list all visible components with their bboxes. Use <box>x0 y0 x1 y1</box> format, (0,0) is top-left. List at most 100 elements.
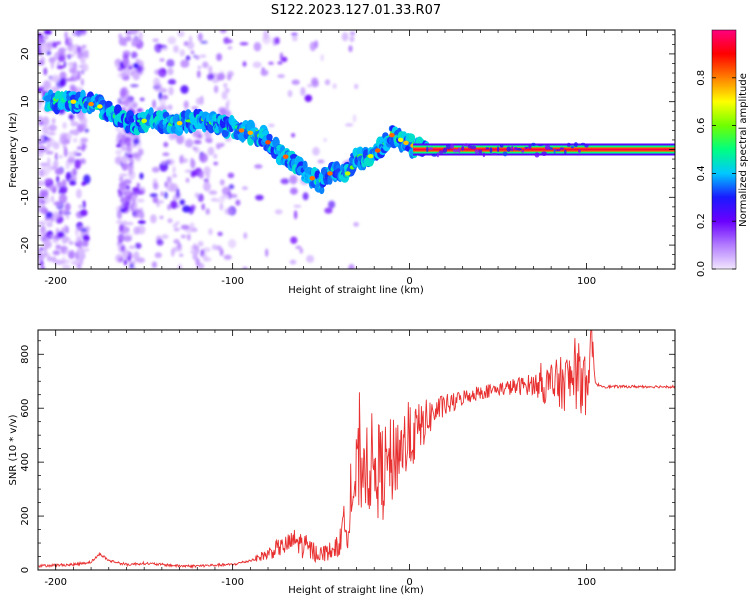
heatmap-noise-blob <box>127 164 134 171</box>
heatmap-noise-blob <box>291 79 300 85</box>
heatmap-noise-blob <box>38 180 45 187</box>
heatmap-noise-blob <box>44 196 50 204</box>
heatmap-noise-blob <box>166 59 175 68</box>
heatmap-noise-blob <box>153 182 159 190</box>
heatmap-noise-blob <box>57 181 63 188</box>
heatmap-noise-blob <box>78 239 83 249</box>
colorbar-tick-label: 0.8 <box>696 70 707 86</box>
heatmap-noise-blob <box>212 79 219 83</box>
heatmap-noise-blob <box>122 57 130 67</box>
heatmap-noise-blob <box>353 222 359 227</box>
heatmap-noise-blob <box>78 248 86 258</box>
heatmap-noise-blob <box>43 80 51 90</box>
heatmap-noise-blob <box>40 137 45 141</box>
heatmap-band-noise <box>584 144 589 148</box>
heatmap-noise-blob <box>38 60 44 65</box>
heatmap-noise-blob <box>173 227 180 232</box>
heatmap-noise-blob <box>136 108 143 113</box>
heatmap-noise-blob <box>180 59 190 68</box>
heatmap-noise-blob <box>216 53 223 61</box>
heatmap-noise-blob <box>227 98 230 106</box>
heatmap-noise-blob <box>136 182 141 188</box>
heatmap-noise-blob <box>158 67 167 78</box>
heatmap-noise-blob <box>274 37 280 45</box>
heatmap-noise-blob <box>197 193 204 202</box>
heatmap-noise-blob <box>72 137 78 143</box>
heatmap-noise-blob <box>312 146 320 156</box>
heatmap-noise-blob <box>119 87 126 98</box>
heatmap-band-noise <box>521 150 525 153</box>
heatmap-noise-blob <box>64 31 68 40</box>
figure-title: S122.2023.127.01.33.R07 <box>271 3 441 18</box>
heatmap-noise-blob <box>40 42 49 53</box>
heatmap-noise-blob <box>307 83 313 88</box>
heatmap-noise-blob <box>122 53 130 60</box>
y-tick-label: -20 <box>20 237 31 253</box>
heatmap-noise-blob <box>320 54 325 62</box>
heatmap-noise-blob <box>116 143 122 148</box>
heatmap-band-noise <box>553 148 556 154</box>
y-tick-label: 20 <box>20 48 31 61</box>
heatmap-noise-blob <box>196 70 201 79</box>
heatmap-noise-blob <box>76 146 82 150</box>
colorbar-ticks: 0.0 0.2 0.4 0.6 0.8 <box>696 70 736 277</box>
heatmap-noise-blob <box>186 233 191 241</box>
heatmap-noise-blob <box>265 248 269 257</box>
heatmap-noise-blob <box>68 155 75 160</box>
heatmap-noise-blob <box>289 259 297 265</box>
heatmap-noise-blob <box>167 67 174 76</box>
heatmap-noise-blob <box>58 55 66 63</box>
heatmap-noise-blob <box>349 35 355 43</box>
heatmap-noise-blob <box>38 143 43 147</box>
heatmap-noise-blob <box>116 209 123 220</box>
heatmap-noise-blob <box>167 79 177 85</box>
heatmap-band-noise <box>537 144 544 147</box>
heatmap-noise-blob <box>80 137 88 143</box>
heatmap-noise-blob <box>299 247 304 254</box>
heatmap-noise-blob <box>203 178 209 183</box>
heatmap-noise-blob <box>39 51 43 56</box>
heatmap-noise-blob <box>160 88 168 93</box>
heatmap-noise-blob <box>193 147 200 154</box>
heatmap-noise-blob <box>81 240 88 247</box>
heatmap-noise-blob <box>118 37 127 46</box>
heatmap-noise-blob <box>219 30 227 34</box>
heatmap-noise-blob <box>174 221 180 225</box>
heatmap-noise-blob <box>39 226 47 235</box>
heatmap-band-noise <box>580 142 586 146</box>
heatmap-noise-blob <box>152 99 157 109</box>
heatmap-band-noise <box>474 149 479 154</box>
heatmap-hot-spot <box>309 176 316 181</box>
heatmap-noise-blob <box>235 199 241 206</box>
heatmap-noise-blob <box>39 247 44 251</box>
colorbar-tick-label: 0.6 <box>696 118 707 134</box>
heatmap-noise-blob <box>200 40 208 44</box>
heatmap-band-noise <box>555 149 561 152</box>
heatmap-noise-blob <box>114 156 121 164</box>
heatmap-noise-blob <box>80 32 86 36</box>
heatmap-noise-blob <box>72 48 78 55</box>
heatmap-noise-blob <box>82 49 86 59</box>
x-tick-label: 0 <box>406 276 412 287</box>
heatmap-band-noise <box>570 146 575 149</box>
y-tick-label: 0 <box>20 146 31 152</box>
heatmap-noise-blob <box>83 174 91 185</box>
heatmap-noise-blob <box>46 137 51 142</box>
heatmap-noise-blob <box>159 162 169 172</box>
heatmap-noise-blob <box>70 121 80 127</box>
heatmap-noise-blob <box>137 220 146 225</box>
heatmap-noise-blob <box>44 178 51 183</box>
heatmap-noise-blob <box>150 214 157 224</box>
heatmap-noise-blob <box>51 195 54 203</box>
snr-panel: -200 -100 0 100 0 200 400 600 800 Height of str… <box>8 329 676 596</box>
heatmap-ridge <box>42 89 431 195</box>
heatmap-noise-blob <box>152 196 159 204</box>
heatmap-noise-blob <box>58 193 68 204</box>
heatmap-noise-blob <box>125 141 132 147</box>
heatmap-noise-blob <box>151 166 160 173</box>
heatmap-noise-blob <box>156 239 164 246</box>
heatmap-noise-blob <box>139 97 145 102</box>
heatmap-noise-blob <box>183 100 189 109</box>
heatmap-noise-blob <box>182 158 188 163</box>
heatmap-noise-blob <box>159 215 164 220</box>
